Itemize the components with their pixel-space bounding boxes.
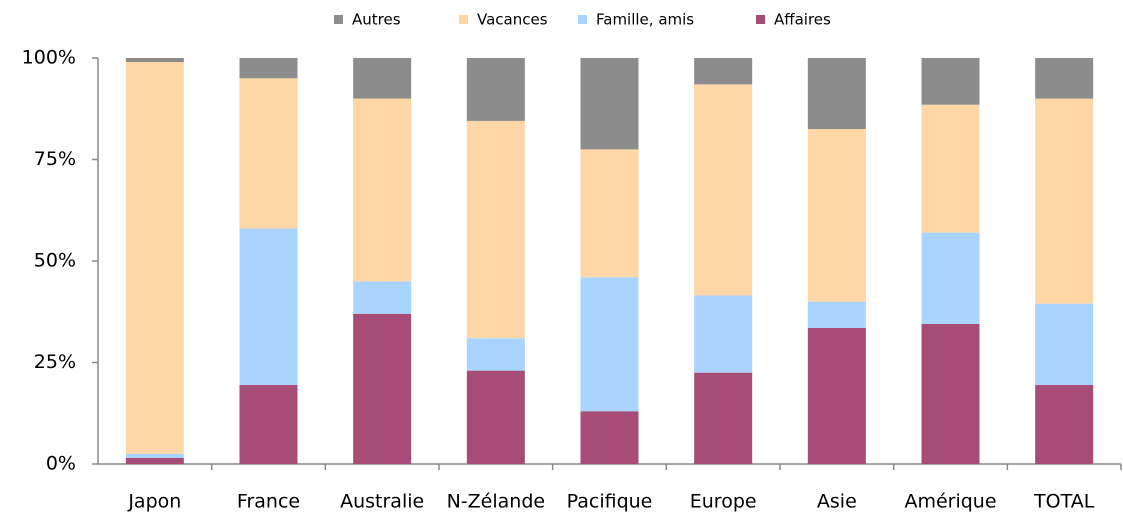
x-tick-label: TOTAL bbox=[1033, 491, 1095, 513]
bar-segment bbox=[1035, 384, 1094, 464]
bar-segment bbox=[694, 372, 753, 464]
bar-segment bbox=[807, 58, 866, 130]
bar-segment bbox=[1035, 98, 1094, 304]
bar-segment bbox=[580, 149, 639, 278]
bar-segment bbox=[125, 62, 184, 454]
bar-segment bbox=[921, 232, 980, 324]
bar-segment bbox=[1035, 303, 1094, 385]
bar-segment bbox=[466, 120, 525, 339]
bar-segment bbox=[580, 277, 639, 412]
x-tick-label: Amérique bbox=[904, 491, 996, 513]
y-tick-label: 100% bbox=[22, 47, 76, 69]
bar-segment bbox=[1035, 58, 1094, 99]
bar-segment bbox=[807, 129, 866, 302]
bar-segment bbox=[353, 58, 412, 99]
bar-segment bbox=[921, 58, 980, 105]
bar-segment bbox=[125, 457, 184, 464]
bar-segment bbox=[239, 58, 298, 79]
bar-segment bbox=[807, 327, 866, 464]
bar-segment bbox=[921, 104, 980, 233]
x-tick-label: Japon bbox=[127, 491, 181, 513]
x-tick-label: Europe bbox=[690, 491, 757, 513]
legend-swatch bbox=[756, 15, 765, 24]
bar-segment bbox=[353, 98, 412, 282]
legend-label: Affaires bbox=[774, 11, 831, 29]
legend-swatch bbox=[334, 15, 343, 24]
bar-segment bbox=[694, 84, 753, 296]
bar-segment bbox=[466, 338, 525, 371]
x-tick-label: N-Zélande bbox=[447, 491, 546, 513]
legend-swatch bbox=[578, 15, 587, 24]
bar-segment bbox=[239, 78, 298, 229]
y-tick-label: 75% bbox=[34, 148, 76, 170]
bar-segment bbox=[125, 453, 184, 458]
x-tick-label: Asie bbox=[817, 491, 857, 513]
x-tick-label: France bbox=[237, 491, 300, 513]
y-tick-label: 0% bbox=[46, 453, 76, 475]
bar-segment bbox=[466, 58, 525, 121]
bar-segment bbox=[353, 281, 412, 314]
legend-label: Famille, amis bbox=[596, 11, 694, 29]
bar-segment bbox=[694, 58, 753, 85]
y-tick-label: 50% bbox=[34, 250, 76, 272]
x-tick-label: Pacifique bbox=[567, 491, 653, 513]
legend-label: Autres bbox=[352, 11, 401, 29]
bar-segment bbox=[580, 411, 639, 464]
bar-segment bbox=[580, 58, 639, 150]
bar-segment bbox=[694, 295, 753, 373]
x-tick-label: Australie bbox=[340, 491, 424, 513]
bar-segment bbox=[921, 323, 980, 464]
bar-segment bbox=[239, 228, 298, 385]
bar-segment bbox=[353, 313, 412, 464]
bar-segment bbox=[125, 58, 184, 63]
y-tick-label: 25% bbox=[34, 351, 76, 373]
bar-segment bbox=[466, 370, 525, 464]
legend-label: Vacances bbox=[477, 11, 548, 29]
bar-segment bbox=[239, 384, 298, 464]
legend-swatch bbox=[459, 15, 468, 24]
bar-segment bbox=[807, 301, 866, 328]
